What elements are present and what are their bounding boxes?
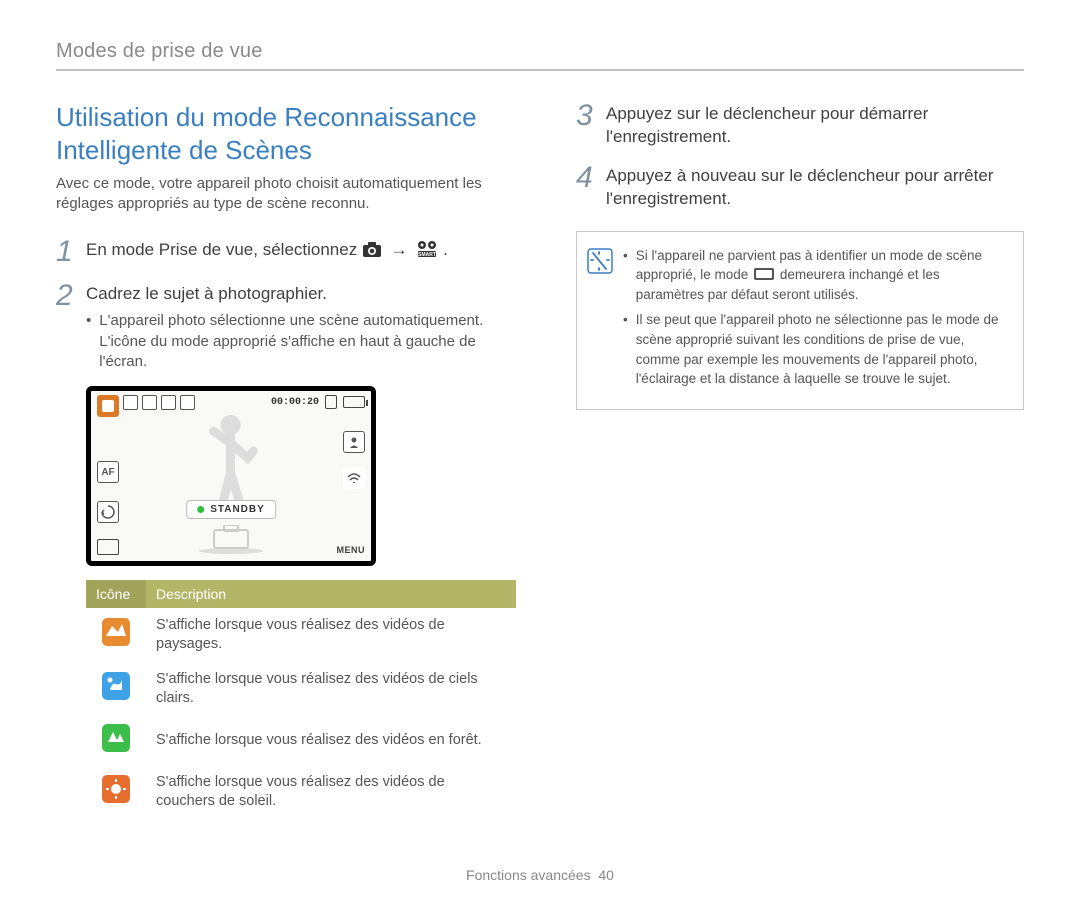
sd-icon	[325, 395, 337, 409]
table-cell-desc: S'affiche lorsque vous réalisez des vidé…	[146, 608, 516, 662]
lcd-icon	[123, 395, 138, 410]
step-2-bullet: • L'appareil photo sélectionne une scène…	[86, 311, 516, 372]
header-divider	[56, 69, 1024, 71]
camera-icon	[362, 242, 382, 265]
intro-text: Avec ce mode, votre appareil photo chois…	[56, 174, 516, 215]
af-icon: AF	[97, 461, 119, 483]
step-1-text: En mode Prise de vue, sélectionnez → SMA…	[86, 239, 516, 265]
page-footer: Fonctions avancées 40	[56, 867, 1024, 883]
arrow-icon: →	[391, 240, 408, 259]
svg-text:SMART: SMART	[419, 252, 437, 258]
step-2-text: Cadrez le sujet à photographier.	[86, 283, 516, 306]
film-icon	[97, 539, 119, 555]
step-3-text: Appuyez sur le déclencheur pour démarrer…	[606, 103, 1024, 149]
step-1: 1 En mode Prise de vue, sélectionnez → S…	[56, 237, 516, 267]
lcd-preview: 00:00:20 AF	[86, 386, 376, 566]
lcd-icon	[180, 395, 195, 410]
note-item-2: • Il se peut que l'appareil photo ne sél…	[623, 310, 1009, 388]
step-2: 2 Cadrez le sujet à photographier. • L'a…	[56, 281, 516, 373]
table-cell-desc: S'affiche lorsque vous réalisez des vidé…	[146, 716, 516, 766]
standby-badge: STANDBY	[186, 500, 276, 519]
left-column: Utilisation du mode Reconnaissance Intel…	[56, 101, 516, 819]
lcd-icon	[161, 395, 176, 410]
step-number: 1	[56, 237, 86, 267]
step-number: 2	[56, 281, 86, 373]
smart-inline-icon	[754, 268, 774, 280]
table-cell-desc: S'affiche lorsque vous réalisez des vidé…	[146, 765, 516, 819]
note-icon	[587, 248, 613, 395]
lcd-left-icons: AF	[97, 461, 119, 523]
mode-badge-icon	[102, 724, 130, 752]
step-number: 3	[576, 101, 606, 149]
mode-badge-icon	[102, 672, 130, 700]
menu-label: MENU	[337, 545, 366, 555]
platform-icon	[196, 525, 266, 555]
person-silhouette	[204, 413, 259, 513]
lcd-smart-icon	[97, 395, 119, 417]
note-item-1: • Si l'appareil ne parvient pas à identi…	[623, 246, 1009, 305]
breadcrumb: Modes de prise de vue	[56, 40, 1024, 63]
table-row: S'affiche lorsque vous réalisez des vidé…	[86, 662, 516, 716]
step-number: 4	[576, 163, 606, 211]
record-dot-icon	[197, 506, 204, 513]
lcd-icon	[142, 395, 157, 410]
table-row: S'affiche lorsque vous réalisez des vidé…	[86, 716, 516, 766]
lcd-top-right: 00:00:20	[271, 395, 365, 409]
table-row: S'affiche lorsque vous réalisez des vidé…	[86, 765, 516, 819]
battery-icon	[343, 396, 365, 408]
wifi-icon	[343, 467, 365, 489]
smart-icon: SMART	[416, 240, 438, 265]
note-box: • Si l'appareil ne parvient pas à identi…	[576, 231, 1024, 410]
portrait-icon	[343, 431, 365, 453]
lcd-timer: 00:00:20	[271, 397, 319, 408]
mode-badge-icon	[102, 618, 130, 646]
mode-badge-icon	[102, 775, 130, 803]
right-column: 3 Appuyez sur le déclencheur pour démarr…	[576, 101, 1024, 819]
step-4: 4 Appuyez à nouveau sur le déclencheur p…	[576, 163, 1024, 211]
table-cell-desc: S'affiche lorsque vous réalisez des vidé…	[146, 662, 516, 716]
lcd-top-icons	[97, 395, 195, 417]
table-row: S'affiche lorsque vous réalisez des vidé…	[86, 608, 516, 662]
step-4-text: Appuyez à nouveau sur le déclencheur pou…	[606, 165, 1024, 211]
icon-description-table: Icône Description S'affiche lorsque vous…	[86, 580, 516, 819]
lcd-right-icons	[343, 431, 365, 489]
table-header-desc: Description	[146, 580, 516, 608]
step-3: 3 Appuyez sur le déclencheur pour démarr…	[576, 101, 1024, 149]
mode-icon	[97, 501, 119, 523]
section-title: Utilisation du mode Reconnaissance Intel…	[56, 101, 516, 166]
table-header-icon: Icône	[86, 580, 146, 608]
